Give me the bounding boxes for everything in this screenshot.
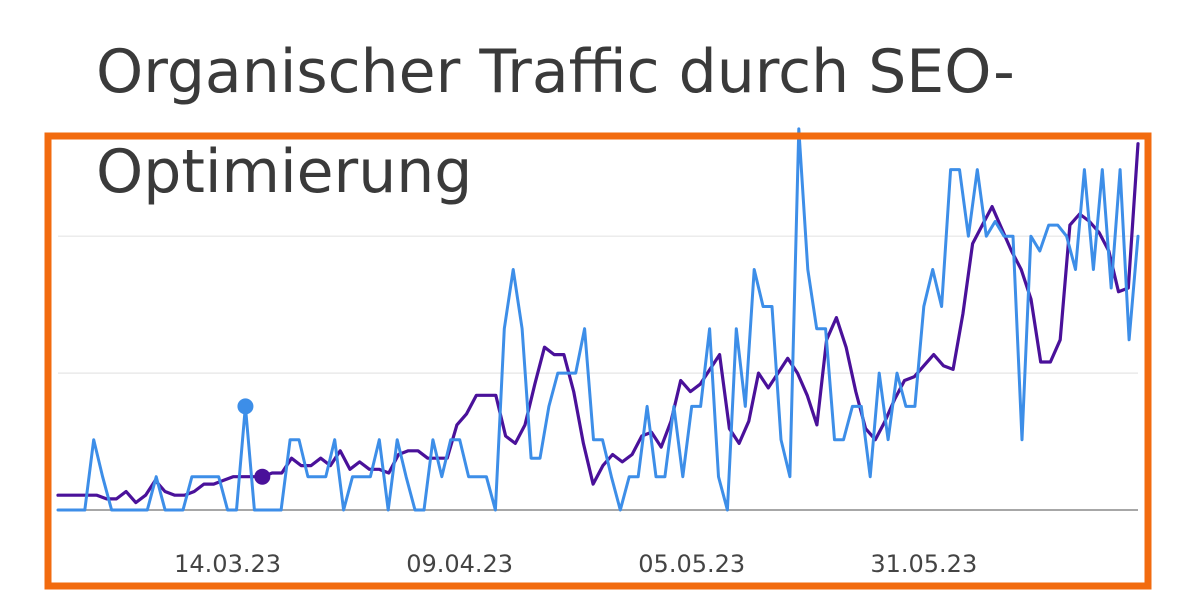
series-2-hover-dot: [237, 398, 254, 415]
x-tick-label: 09.04.23: [406, 550, 513, 578]
x-axis-ticks: 14.03.23 09.04.23 05.05.23 31.05.23: [174, 550, 977, 578]
chart-title-line-2: Optimierung: [96, 142, 483, 202]
chart-series: [56, 127, 1140, 512]
chart-grid: [58, 235, 1138, 511]
orange-frame: [44, 132, 1152, 590]
chart-title-line-1: Organischer Traffic durch SEO-: [96, 42, 1025, 102]
x-tick-label: 31.05.23: [870, 550, 977, 578]
chart-frame: [44, 132, 1152, 590]
x-tick-label: 14.03.23: [174, 550, 281, 578]
x-tick-label: 05.05.23: [638, 550, 745, 578]
chart-hover-markers: [237, 398, 271, 485]
series-1-hover-dot: [254, 468, 271, 485]
series-line-2: [56, 127, 1140, 512]
